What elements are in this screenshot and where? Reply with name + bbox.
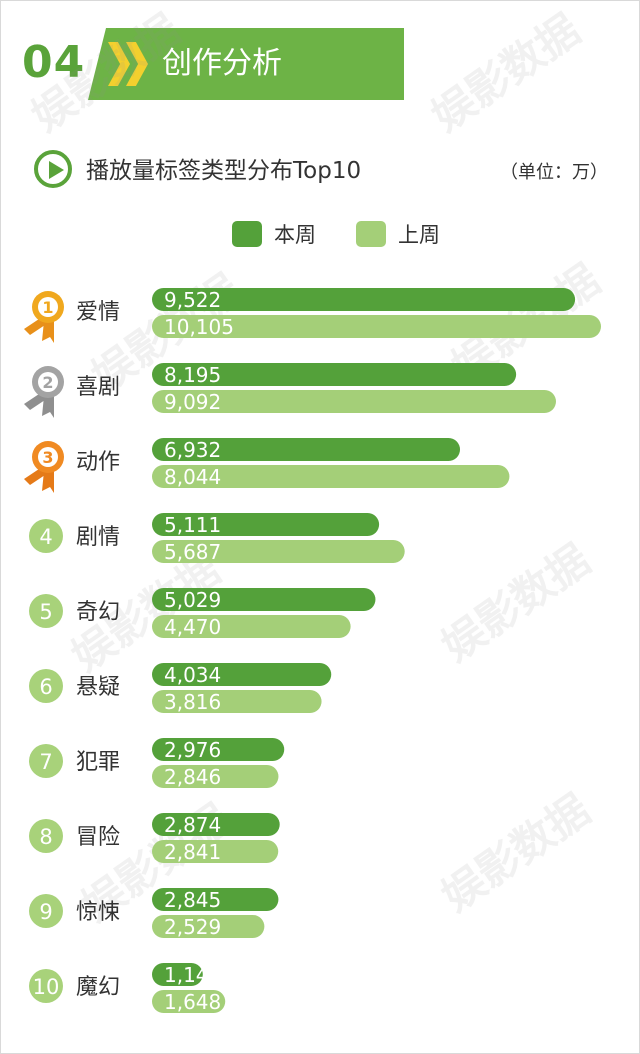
category-label: 魔幻 <box>76 975 120 1000</box>
category-label: 喜剧 <box>76 375 120 400</box>
bar-value-label: 2,529 <box>164 915 221 939</box>
bar-value-label: 10,105 <box>164 315 234 339</box>
bar-last-week <box>152 765 279 788</box>
bar-this-week <box>152 588 376 611</box>
section-banner <box>88 28 404 100</box>
bar-last-week <box>152 840 279 863</box>
rank-number: 8 <box>39 825 52 849</box>
section-number: 04 <box>22 37 86 88</box>
bar-value-label: 2,841 <box>164 840 221 864</box>
bar-this-week <box>152 363 517 386</box>
rank-number: 10 <box>33 975 60 999</box>
legend-item-this-week: 本周 <box>232 220 316 248</box>
category-label: 奇幻 <box>76 600 120 625</box>
section-title: 创作分析 <box>162 46 282 81</box>
rank-number: 6 <box>39 675 52 699</box>
bar-this-week <box>152 438 461 461</box>
category-label: 动作 <box>76 450 120 475</box>
category-label: 犯罪 <box>76 750 120 775</box>
chart-title: 播放量标签类型分布Top10 <box>86 158 362 184</box>
bar-value-label: 3,816 <box>164 690 221 714</box>
bar-value-label: 2,846 <box>164 765 221 789</box>
category-label: 惊悚 <box>76 900 120 925</box>
category-label: 冒险 <box>76 825 120 850</box>
legend-swatch-last-week <box>356 221 386 247</box>
bar-value-label: 2,874 <box>164 813 221 837</box>
bar-value-label: 5,111 <box>164 513 221 537</box>
category-label: 爱情 <box>76 300 120 325</box>
bar-last-week <box>152 315 601 338</box>
play-icon <box>34 150 72 188</box>
legend-swatch-this-week <box>232 221 262 247</box>
legend-label-last-week: 上周 <box>398 223 440 247</box>
bar-value-label: 1,143 <box>164 963 221 987</box>
bar-last-week <box>152 540 405 563</box>
category-label: 剧情 <box>76 525 120 550</box>
bar-last-week <box>152 990 226 1013</box>
rank-number: 7 <box>39 750 52 774</box>
bar-last-week <box>152 615 351 638</box>
bar-value-label: 4,470 <box>164 615 221 639</box>
rank-badge <box>29 594 63 628</box>
bar-value-label: 2,976 <box>164 738 221 762</box>
medal-ribbon-icon <box>42 321 54 343</box>
rank-number: 4 <box>39 525 52 549</box>
bar-value-label: 5,687 <box>164 540 221 564</box>
rank-number: 2 <box>42 373 53 392</box>
bar-value-label: 8,044 <box>164 465 221 489</box>
bar-this-week <box>152 288 576 311</box>
bar-value-label: 9,092 <box>164 390 221 414</box>
bar-last-week <box>152 390 556 413</box>
bar-this-week <box>152 663 332 686</box>
bar-this-week <box>152 813 280 836</box>
medal-center <box>38 372 58 392</box>
bar-value-label: 8,195 <box>164 363 221 387</box>
medal-ribbon-icon <box>42 396 54 418</box>
bar-value-label: 6,932 <box>164 438 221 462</box>
bar-this-week <box>152 888 279 911</box>
bar-last-week <box>152 915 265 938</box>
bar-this-week <box>152 738 285 761</box>
legend-item-last-week: 上周 <box>356 220 440 248</box>
bar-value-label: 9,522 <box>164 288 221 312</box>
rank-number: 5 <box>39 600 52 624</box>
bar-last-week <box>152 465 510 488</box>
category-label: 悬疑 <box>76 675 120 700</box>
rank-badge <box>29 969 63 1003</box>
medal-center <box>38 297 58 317</box>
rank-badge <box>29 669 63 703</box>
rank-number: 9 <box>39 900 52 924</box>
medal-ribbon-icon <box>42 471 54 493</box>
unit-label: （单位：万） <box>500 162 608 183</box>
bar-value-label: 4,034 <box>164 663 221 687</box>
rank-badge <box>29 744 63 778</box>
bar-this-week <box>152 513 380 536</box>
legend-label-this-week: 本周 <box>274 223 316 247</box>
bar-value-label: 1,648 <box>164 990 221 1014</box>
rank-badge <box>29 819 63 853</box>
bar-value-label: 5,029 <box>164 588 221 612</box>
bar-last-week <box>152 690 322 713</box>
bar-this-week <box>152 963 203 986</box>
medal-center <box>38 447 58 467</box>
bar-value-label: 2,845 <box>164 888 221 912</box>
rank-number: 1 <box>42 298 53 317</box>
rank-badge <box>29 519 63 553</box>
rank-badge <box>29 894 63 928</box>
rank-number: 3 <box>42 448 53 467</box>
